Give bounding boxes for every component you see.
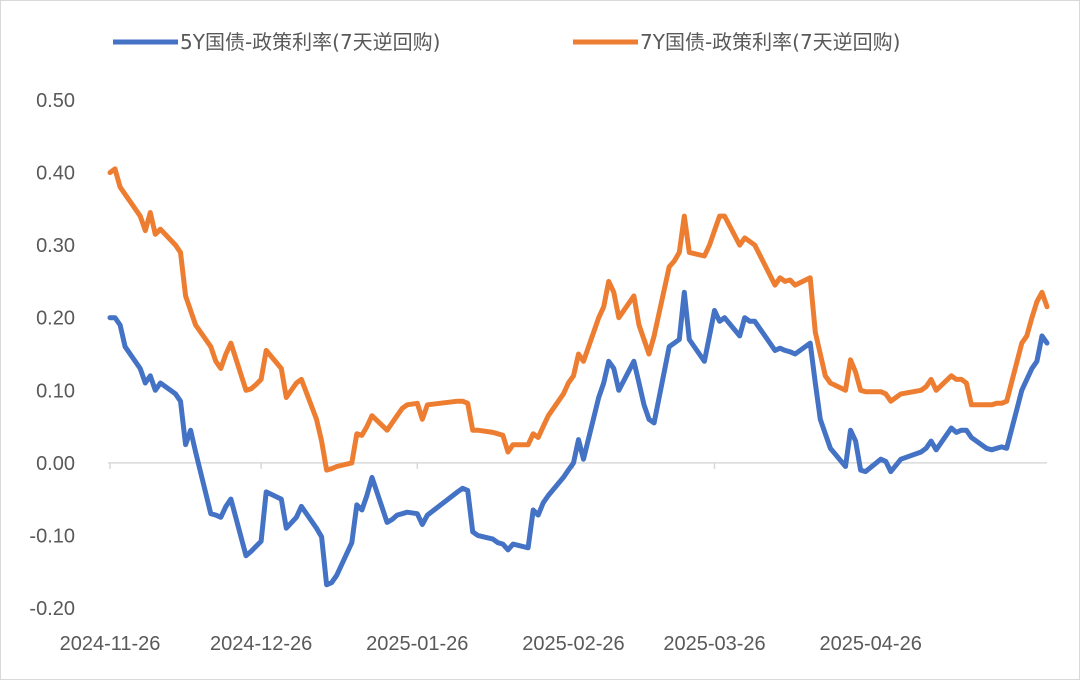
y-tick-label: 0.50 <box>36 90 75 112</box>
series-lines <box>107 166 1050 588</box>
x-tick-label: 2024-12-26 <box>210 633 312 655</box>
x-tick-label: 2024-11-26 <box>60 633 161 655</box>
series-line-5y <box>107 289 1050 588</box>
y-tick-label: 0.40 <box>36 163 75 185</box>
x-tick-label: 2025-02-26 <box>522 633 624 655</box>
y-tick-label: 0.10 <box>36 380 75 402</box>
x-tick-label: 2025-04-26 <box>820 633 922 655</box>
y-tick-label: 0.20 <box>36 308 75 330</box>
y-tick-label: 0.00 <box>36 453 75 475</box>
y-tick-label: -0.10 <box>29 525 75 547</box>
y-tick-label: 0.30 <box>36 235 75 257</box>
x-tick-label: 2025-03-26 <box>663 633 765 655</box>
y-axis-tick-labels: 0.50 0.40 0.30 0.20 0.10 0.00 -0.10 -0.20 <box>29 90 75 620</box>
chart-legend: 5Y国债-政策利率(7天逆回购) 7Y国债-政策利率(7天逆回购) <box>113 30 901 54</box>
legend-label-5y: 5Y国债-政策利率(7天逆回购) <box>180 30 441 54</box>
x-axis-ticks: 2024-11-26 2024-12-26 2025-01-26 2025-02-26… <box>60 462 922 655</box>
legend-label-7y: 7Y国债-政策利率(7天逆回购) <box>640 30 901 54</box>
y-tick-label: -0.20 <box>29 598 75 620</box>
x-tick-label: 2025-01-26 <box>366 633 468 655</box>
series-line-7y <box>107 166 1050 473</box>
